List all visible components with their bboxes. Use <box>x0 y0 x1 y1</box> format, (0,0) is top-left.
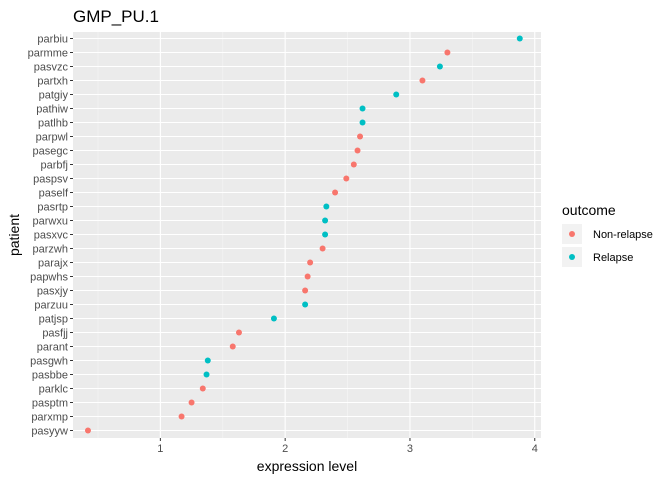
y-tick-label: parxmp <box>31 412 68 424</box>
data-point <box>322 231 329 238</box>
y-tick-label: paself <box>39 188 69 200</box>
grid-major <box>73 32 541 438</box>
data-point <box>444 49 451 56</box>
y-tick-label: parbfj <box>40 160 68 172</box>
chart-title: GMP_PU.1 <box>73 7 159 26</box>
y-tick-label: pathiw <box>36 104 68 116</box>
y-tick-label: patgiy <box>39 90 69 102</box>
legend-key-point <box>569 254 575 260</box>
y-tick-label: partxh <box>37 76 68 88</box>
y-tick-label: pasfjj <box>42 328 68 340</box>
legend-key-point <box>569 231 575 237</box>
data-point <box>357 133 364 140</box>
data-point <box>229 343 236 350</box>
data-point <box>350 161 357 168</box>
data-point <box>343 175 350 182</box>
data-point <box>419 77 426 84</box>
data-point <box>354 147 361 154</box>
y-tick-label: parzwh <box>33 244 68 256</box>
y-tick-label: papwhs <box>30 272 68 284</box>
legend-label: Non-relapse <box>593 229 653 241</box>
data-point <box>302 287 309 294</box>
data-point <box>204 357 211 364</box>
y-tick-label: patlhb <box>38 118 68 130</box>
y-tick-label: parwxu <box>33 216 68 228</box>
data-point <box>393 91 400 98</box>
y-tick-label: pasrtp <box>37 202 68 214</box>
x-axis-title: expression level <box>257 458 357 474</box>
y-tick-label: pasgwh <box>30 356 68 368</box>
x-tick-label: 2 <box>282 443 288 455</box>
data-point <box>323 203 330 210</box>
data-point <box>188 399 195 406</box>
data-point <box>235 329 242 336</box>
data-point <box>307 259 314 266</box>
data-point <box>359 119 366 126</box>
data-point <box>270 315 277 322</box>
x-tick-label: 3 <box>407 443 413 455</box>
data-point <box>359 105 366 112</box>
y-tick-label: pasyyw <box>31 426 68 438</box>
data-point <box>332 189 339 196</box>
x-tick-label: 1 <box>157 443 163 455</box>
y-axis-ticks: parbiu parmme pasvzc partxh patgiy pathiw patl… <box>28 34 73 438</box>
legend-label: Relapse <box>593 252 633 264</box>
data-point <box>84 427 91 434</box>
data-point <box>319 245 326 252</box>
data-point <box>178 413 185 420</box>
data-point <box>302 301 309 308</box>
y-tick-label: parklc <box>39 384 69 396</box>
y-tick-label: pasegc <box>33 146 69 158</box>
y-tick-label: pasvzc <box>34 62 69 74</box>
data-point <box>199 385 206 392</box>
data-point <box>516 35 523 42</box>
legend: outcome Non-relapse Relapse <box>562 202 653 267</box>
legend-title: outcome <box>562 202 616 218</box>
data-point <box>203 371 210 378</box>
x-axis-ticks: 1 2 3 4 <box>157 438 538 455</box>
y-tick-label: parpwl <box>36 132 68 144</box>
y-tick-label: pasptm <box>32 398 68 410</box>
y-tick-label: parajx <box>38 258 68 270</box>
y-tick-label: patjsp <box>39 314 68 326</box>
data-point <box>304 273 311 280</box>
data-point <box>436 63 443 70</box>
x-tick-label: 4 <box>532 443 538 455</box>
y-tick-label: pasxjy <box>37 286 69 298</box>
data-points <box>84 35 523 434</box>
y-tick-label: paspsv <box>33 174 68 186</box>
y-tick-label: parmme <box>28 48 68 60</box>
y-tick-label: parzuu <box>34 300 68 312</box>
y-axis-title: patient <box>6 214 22 256</box>
y-tick-label: parbiu <box>37 34 68 46</box>
data-point <box>322 217 329 224</box>
y-tick-label: pasxvc <box>34 230 69 242</box>
y-tick-label: pasbbe <box>32 370 68 382</box>
y-tick-label: parant <box>37 342 68 354</box>
